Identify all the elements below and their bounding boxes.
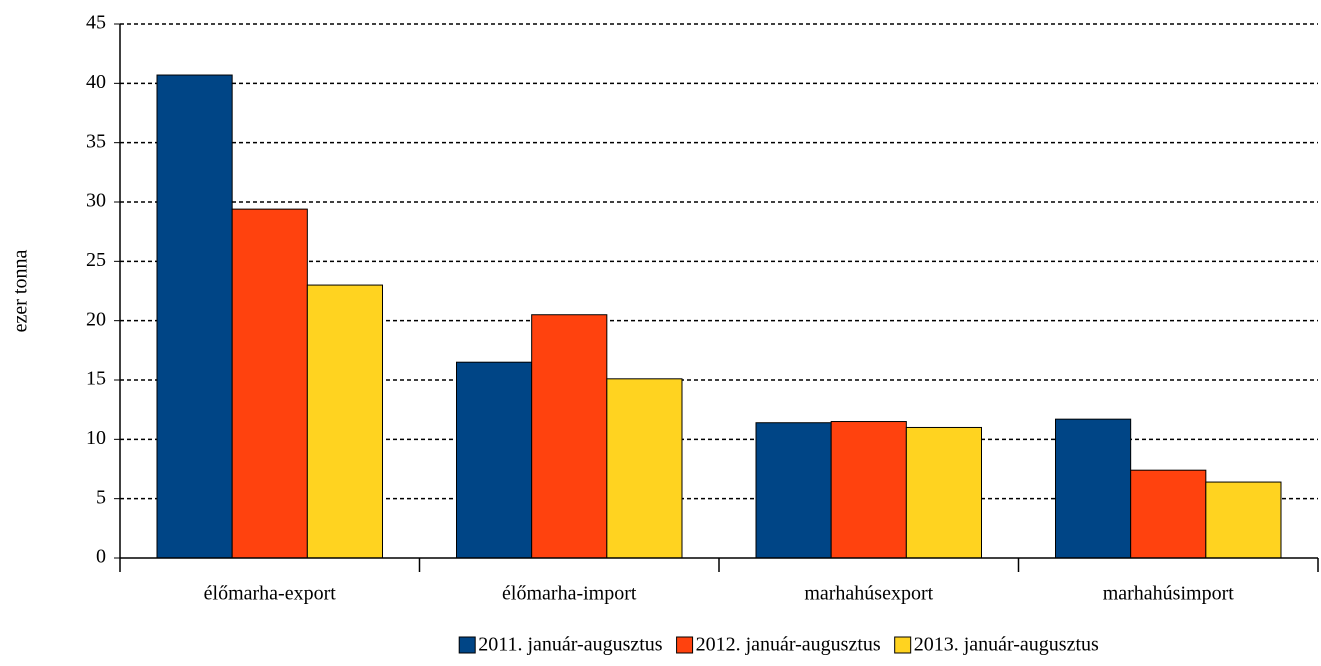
y-tick-label: 5 xyxy=(96,486,106,508)
bar xyxy=(606,378,683,559)
x-tick-label: marhahúsexport xyxy=(804,583,933,605)
y-tick-label: 15 xyxy=(86,368,106,390)
bar xyxy=(456,361,533,559)
bar xyxy=(306,284,384,559)
x-tick-label: élőmarha-export xyxy=(204,583,337,605)
legend-swatch xyxy=(676,636,694,654)
bar xyxy=(755,422,832,559)
bar xyxy=(830,421,907,559)
legend-label: 2012. január-augusztus xyxy=(696,634,881,656)
legend-label: 2013. január-augusztus xyxy=(914,634,1099,656)
y-tick-label: 10 xyxy=(86,427,106,449)
bar xyxy=(1055,418,1132,559)
bar xyxy=(156,74,233,559)
legend-swatch xyxy=(894,636,912,654)
y-tick-label: 25 xyxy=(86,249,106,271)
y-tick-label: 40 xyxy=(86,71,106,93)
bar xyxy=(531,314,608,559)
y-tick-label: 20 xyxy=(86,308,106,330)
y-tick-label: 45 xyxy=(86,12,106,34)
y-tick-label: 0 xyxy=(96,546,106,568)
bar xyxy=(1205,481,1282,559)
legend-label: 2011. január-augusztus xyxy=(478,634,663,656)
bar xyxy=(905,426,982,559)
y-tick-label: 30 xyxy=(86,190,106,212)
bar xyxy=(231,208,308,559)
bar xyxy=(1130,469,1207,559)
legend: 2011. január-augusztus 2012. január-augus… xyxy=(458,634,1099,656)
y-axis-label: ezer tonna xyxy=(10,250,32,333)
y-tick-label: 35 xyxy=(86,130,106,152)
x-tick-label: marhahúsimport xyxy=(1103,583,1235,605)
legend-swatch xyxy=(458,636,476,654)
x-tick-label: élőmarha-import xyxy=(502,583,637,605)
